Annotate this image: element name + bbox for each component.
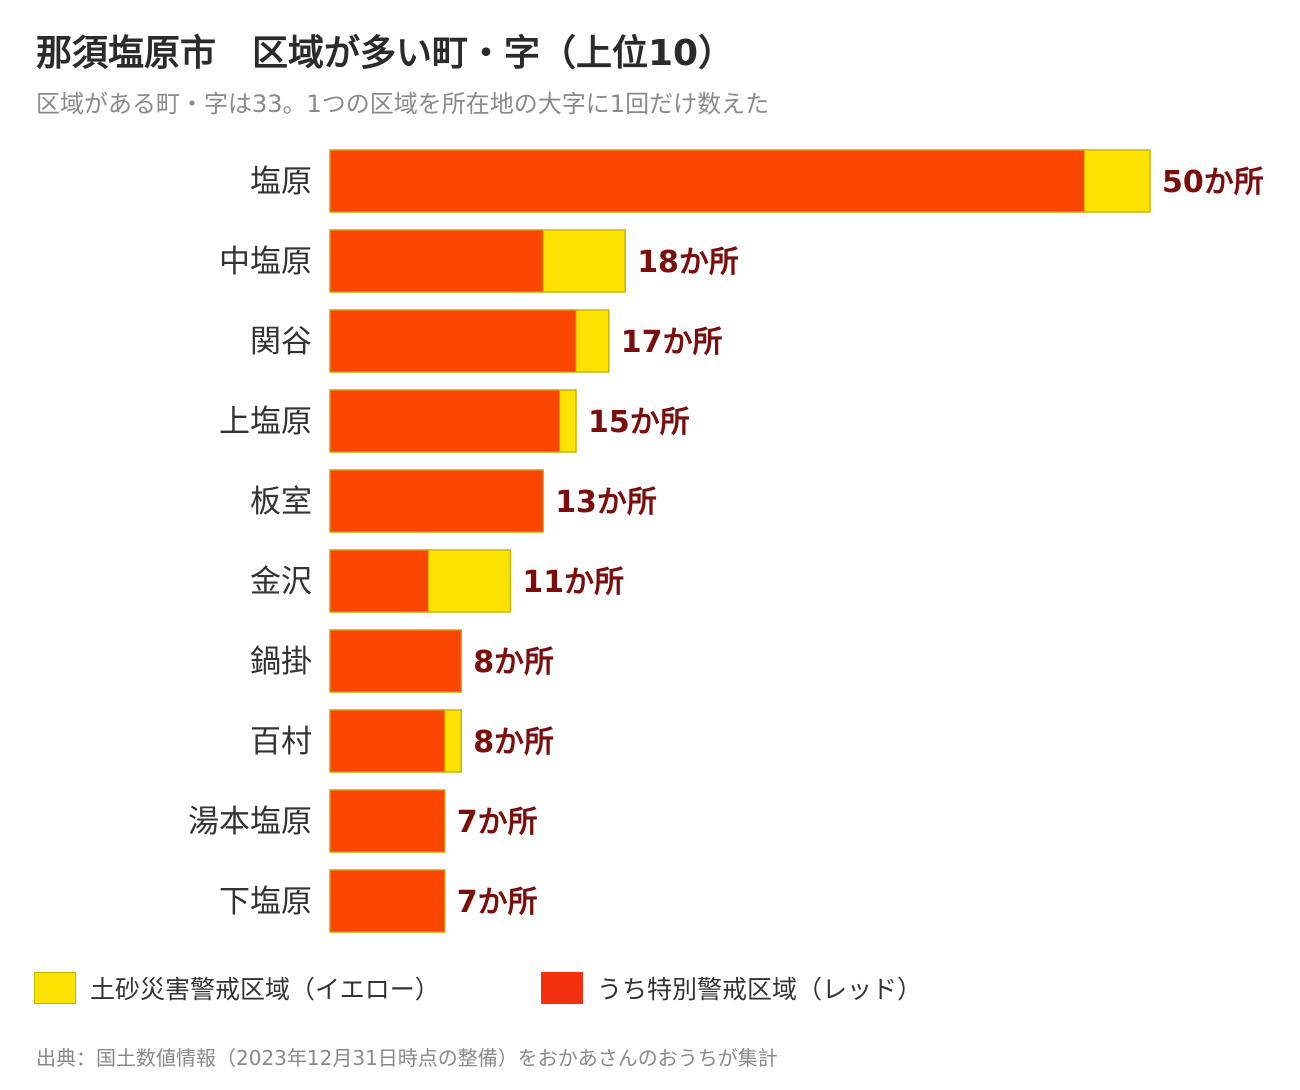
category-label: 関谷	[250, 324, 312, 360]
bar-red	[329, 309, 577, 373]
bar-red	[329, 149, 1085, 213]
data-label: 11か所	[522, 565, 624, 600]
category-label: 金沢	[250, 564, 312, 600]
bar-red	[329, 789, 446, 853]
data-label: 17か所	[621, 325, 723, 360]
legend-label-red: うち特別警戒区域（レッド）	[597, 975, 923, 1004]
data-label: 8か所	[473, 645, 554, 680]
legend-label-yellow: 土砂災害警戒区域（イエロー）	[90, 975, 440, 1004]
data-label: 7か所	[457, 885, 538, 920]
category-label: 塩原	[250, 164, 312, 200]
legend-item-red: うち特別警戒区域（レッド）	[541, 970, 922, 1006]
category-label: 板室	[250, 484, 312, 520]
bar-red	[329, 869, 446, 933]
data-label: 13か所	[555, 485, 657, 520]
category-label: 中塩原	[219, 244, 312, 280]
legend-swatch-yellow	[34, 972, 76, 1004]
bar-red	[329, 229, 544, 293]
bar-red	[329, 629, 462, 693]
data-label: 18か所	[637, 245, 739, 280]
category-label: 鍋掛	[250, 644, 312, 680]
chart-title: 那須塩原市 区域が多い町・字（上位10）	[36, 33, 735, 74]
legend-item-yellow: 土砂災害警戒区域（イエロー）	[34, 970, 440, 1006]
category-label: 湯本塩原	[188, 804, 312, 840]
chart-subtitle: 区域がある町・字は33。1つの区域を所在地の大字に1回だけ数えた	[36, 90, 770, 118]
data-label: 8か所	[473, 725, 554, 760]
category-label: 百村	[250, 724, 312, 760]
data-label: 15か所	[588, 405, 690, 440]
data-label: 7か所	[457, 805, 538, 840]
bar-red	[329, 549, 429, 613]
bar-red	[329, 709, 446, 773]
legend-swatch-red	[541, 972, 583, 1004]
category-label: 下塩原	[219, 884, 312, 920]
source-note: 出典：国土数値情報（2023年12月31日時点の整備）をおかあさんのおうちが集計	[36, 1046, 778, 1070]
data-label: 50か所	[1162, 165, 1264, 200]
bar-red	[329, 389, 561, 453]
category-label: 上塩原	[219, 404, 312, 440]
bar-red	[329, 469, 544, 533]
